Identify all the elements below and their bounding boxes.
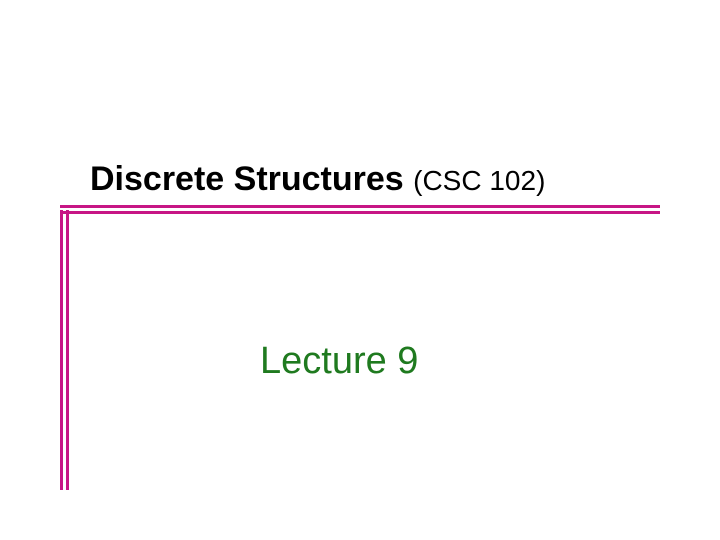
hrule-2 [60,211,660,214]
lecture-subtitle: Lecture 9 [260,340,418,383]
course-title: Discrete Structures [90,160,413,199]
hrule-1 [60,205,660,208]
title-block: Discrete Structures (CSC 102) [60,160,660,214]
course-code: (CSC 102) [413,165,545,197]
vertical-rules [60,210,69,490]
vrule-2 [66,210,69,490]
horizontal-rules [60,205,660,214]
title-line: Discrete Structures (CSC 102) [60,160,660,199]
vrule-1 [60,210,63,490]
